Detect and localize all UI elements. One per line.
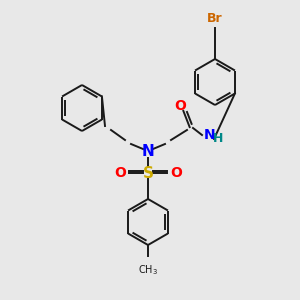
Text: O: O [114, 166, 126, 180]
Text: N: N [204, 128, 216, 142]
Text: CH$_3$: CH$_3$ [138, 263, 158, 277]
Text: H: H [213, 133, 223, 146]
Text: O: O [170, 166, 182, 180]
Text: N: N [142, 145, 154, 160]
Text: Br: Br [207, 13, 223, 26]
Text: O: O [174, 99, 186, 113]
Text: S: S [142, 166, 154, 181]
